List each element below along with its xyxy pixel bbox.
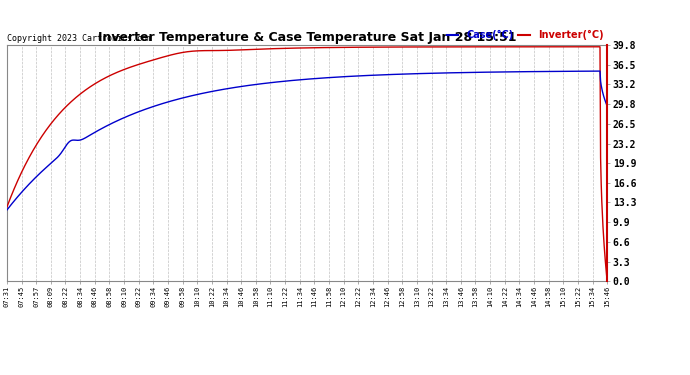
Text: Copyright 2023 Cartronics.com: Copyright 2023 Cartronics.com (7, 34, 152, 43)
Title: Inverter Temperature & Case Temperature Sat Jan 28 15:51: Inverter Temperature & Case Temperature … (98, 31, 516, 44)
Legend: Case(°C), Inverter(°C): Case(°C), Inverter(°C) (443, 26, 607, 44)
